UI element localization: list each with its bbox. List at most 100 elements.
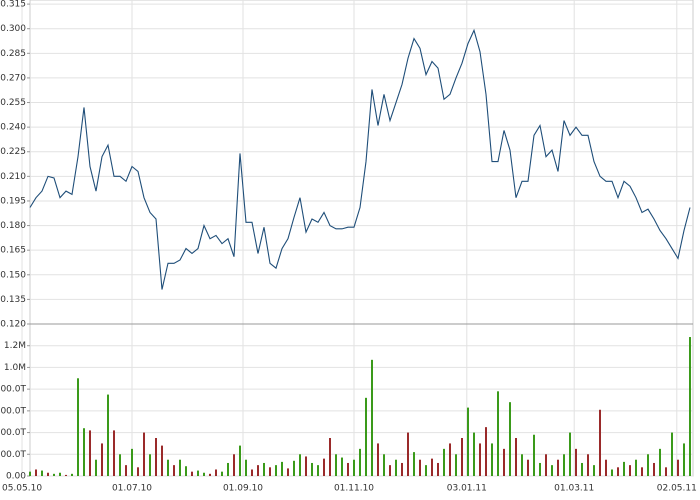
volume-bar xyxy=(521,454,523,476)
y-tick-label: 1.2M xyxy=(4,341,26,351)
volume-panel xyxy=(29,323,694,477)
volume-bar xyxy=(221,471,223,476)
volume-bar xyxy=(53,473,55,476)
volume-bar xyxy=(341,457,343,476)
volume-bar xyxy=(83,428,85,476)
volume-bar xyxy=(275,465,277,476)
y-tick-label: 0.195 xyxy=(0,196,26,206)
volume-bar xyxy=(545,454,547,476)
volume-bar xyxy=(617,467,619,476)
y-tick-label: 0.225 xyxy=(0,147,26,157)
y-tick-label: 0.240 xyxy=(0,123,26,133)
volume-bar xyxy=(329,438,331,476)
volume-bar xyxy=(119,454,121,476)
volume-bar xyxy=(425,465,427,476)
volume-bar xyxy=(593,465,595,476)
volume-bar xyxy=(683,443,685,476)
volume-bar xyxy=(323,458,325,476)
volume-bar xyxy=(293,460,295,476)
volume-bar xyxy=(599,409,601,476)
volume-bar xyxy=(269,467,271,476)
y-tick-label: 0.300 xyxy=(0,24,26,34)
volume-bar xyxy=(257,465,259,476)
volume-bar xyxy=(665,467,667,476)
volume-bar xyxy=(191,471,193,476)
volume-bar xyxy=(689,337,691,476)
y-tick-label: 0.255 xyxy=(0,98,26,108)
volume-bar xyxy=(371,359,373,476)
volume-bar xyxy=(311,462,313,476)
volume-bar xyxy=(47,472,49,476)
volume-bar xyxy=(641,467,643,476)
y-tick-label: 200.0T xyxy=(0,450,26,460)
volume-bar xyxy=(197,470,199,476)
y-tick-label: 0.315 xyxy=(0,0,26,10)
volume-bar xyxy=(569,432,571,476)
price-line xyxy=(29,28,691,290)
volume-bar xyxy=(203,472,205,476)
volume-bar xyxy=(227,462,229,476)
volume-bar xyxy=(443,448,445,476)
volume-bar xyxy=(509,402,511,476)
volume-bar xyxy=(407,432,409,476)
volume-bar xyxy=(383,454,385,476)
volume-bar xyxy=(239,445,241,476)
volume-bar xyxy=(299,454,301,476)
y-tick-label: 0.150 xyxy=(0,270,26,280)
volume-bar xyxy=(155,438,157,476)
volume-bar xyxy=(41,470,43,476)
volume-bar xyxy=(647,454,649,476)
volume-bar xyxy=(305,456,307,476)
volume-bar xyxy=(359,448,361,476)
y-tick-label: 0.210 xyxy=(0,172,26,182)
volume-bar xyxy=(455,454,457,476)
volume-bar xyxy=(317,465,319,476)
volume-bar xyxy=(149,454,151,476)
volume-bar xyxy=(335,454,337,476)
volume-bar xyxy=(563,454,565,476)
volume-bar xyxy=(557,459,559,476)
volume-bar xyxy=(113,430,115,476)
volume-bar xyxy=(167,459,169,476)
volume-bar xyxy=(263,462,265,476)
y-tick-label: 600.0T xyxy=(0,406,26,416)
volume-bar xyxy=(251,469,253,476)
volume-bar xyxy=(143,432,145,476)
volume-bar xyxy=(611,469,613,476)
volume-bar xyxy=(677,459,679,476)
y-tick-label: 400.0T xyxy=(0,428,26,438)
volume-bar xyxy=(515,438,517,476)
volume-bar xyxy=(29,471,31,476)
volume-bar xyxy=(671,432,673,476)
volume-bar xyxy=(65,474,67,476)
x-tick-label: 05.05.10 xyxy=(2,484,42,494)
y-tick-label: 0.180 xyxy=(0,221,26,231)
y-tick-label: 1.0M xyxy=(4,363,26,373)
volume-bar xyxy=(245,459,247,476)
y-tick-label: 0.165 xyxy=(0,246,26,256)
volume-bar xyxy=(395,459,397,476)
volume-bar xyxy=(137,467,139,476)
volume-bar xyxy=(485,427,487,476)
volume-bar xyxy=(365,397,367,476)
volume-bar xyxy=(233,454,235,476)
y-tick-label: 0.270 xyxy=(0,73,26,83)
y-tick-label: 0.120 xyxy=(0,320,26,330)
volume-bar xyxy=(503,448,505,476)
price-panel xyxy=(29,0,694,325)
volume-bar xyxy=(551,465,553,476)
volume-bar xyxy=(347,462,349,476)
volume-bar xyxy=(89,430,91,476)
volume-bar xyxy=(209,473,211,476)
volume-bar xyxy=(161,445,163,476)
volume-bar xyxy=(185,466,187,476)
volume-bar xyxy=(623,461,625,476)
volume-bar xyxy=(71,473,73,476)
volume-bar xyxy=(461,438,463,476)
volume-bar xyxy=(659,448,661,476)
volume-bar xyxy=(413,452,415,476)
x-tick-label: 01.07.10 xyxy=(112,484,152,494)
volume-bar xyxy=(431,458,433,476)
volume-bar xyxy=(107,394,109,476)
